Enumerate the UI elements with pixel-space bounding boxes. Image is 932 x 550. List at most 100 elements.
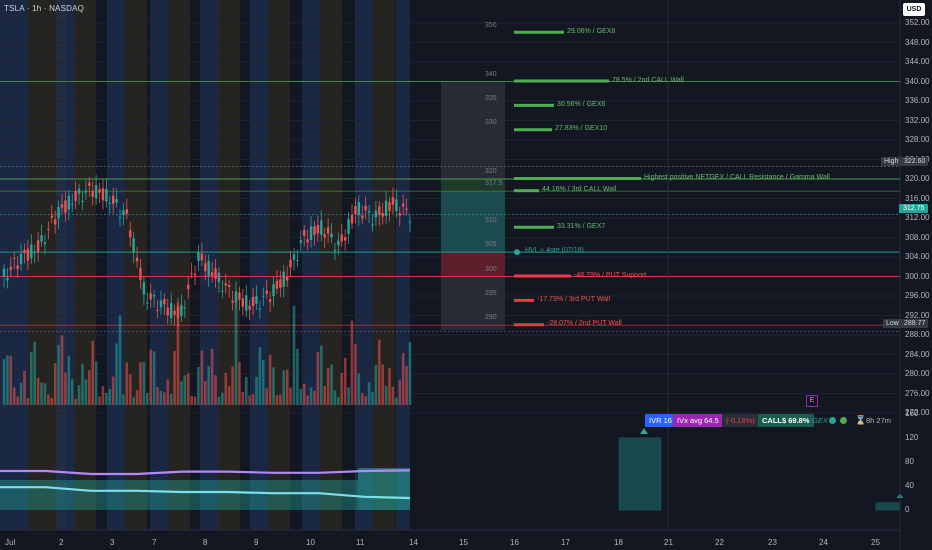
candle-body — [313, 226, 316, 235]
volume-bar — [238, 362, 241, 405]
volume-bar — [60, 335, 64, 405]
candle-body — [91, 190, 94, 197]
strike-label: 340 — [485, 70, 497, 78]
candle-body — [381, 212, 384, 217]
candle-body — [146, 302, 149, 304]
candle-body — [265, 290, 268, 295]
gex-level-label: -17.79% / 3rd PUT Wall — [537, 295, 611, 303]
candle-body — [401, 203, 405, 207]
candle-body — [350, 214, 354, 224]
currency-button[interactable]: USD — [903, 3, 925, 16]
price-tick: 296.00 — [905, 291, 930, 300]
call-zone — [441, 179, 505, 192]
symbol-title[interactable]: TSLA · 1h · NASDAQ — [4, 4, 85, 13]
gex-level-label: 44.16% / 3rd CALL Wall — [542, 186, 617, 194]
time-tick: 17 — [561, 538, 570, 547]
volume-bar — [200, 350, 204, 405]
price-tick: 344.00 — [905, 57, 930, 66]
osc-area — [358, 468, 410, 510]
candle-body — [98, 189, 101, 193]
strike-label: 350 — [485, 21, 497, 29]
time-tick: 22 — [715, 538, 724, 547]
time-tick: 11 — [356, 538, 365, 547]
session-band — [56, 0, 74, 530]
volume-bar — [47, 394, 50, 405]
price-tick: 352.00 — [905, 18, 930, 27]
candle-body — [292, 253, 296, 260]
volume-bar — [67, 355, 71, 405]
candle-body — [227, 285, 231, 288]
candle-body — [111, 195, 115, 204]
volume-bar — [279, 394, 282, 405]
strike-label: 295 — [485, 289, 497, 297]
gex-level-label: 27.83% / GEX10 — [555, 125, 608, 133]
volume-bar — [16, 396, 19, 405]
candle-body — [364, 205, 367, 211]
volume-bar — [183, 375, 187, 405]
candle-body — [320, 220, 323, 235]
candle-body — [135, 257, 139, 262]
candle-body — [241, 298, 245, 307]
volume-bar — [57, 344, 60, 405]
earnings-event-marker[interactable]: E — [806, 395, 818, 407]
volume-bar — [173, 351, 176, 405]
candle-body — [115, 199, 118, 203]
candle-body — [268, 299, 272, 302]
candle-body — [343, 237, 347, 241]
gex-level-label: Highest positive NETGEX / CALL Resistanc… — [644, 174, 830, 181]
gex-bar — [514, 177, 641, 180]
candle-body — [299, 240, 303, 243]
volume-bar — [180, 381, 183, 405]
gex-level-label: 33.31% / GEX7 — [557, 222, 606, 230]
price-tick: 336.00 — [905, 96, 930, 105]
high-price-tag: 322.60 — [901, 157, 929, 166]
volume-bar — [265, 388, 269, 405]
hvl-dot-icon — [514, 249, 520, 256]
session-band — [320, 0, 342, 530]
candle-body — [234, 291, 238, 303]
gex-level-label: 29.06% / GEX8 — [567, 27, 616, 35]
change-badge: (-0.18%) — [722, 414, 759, 427]
volume-bar — [81, 363, 84, 405]
candle-body — [197, 252, 200, 261]
candle-body — [303, 230, 306, 236]
candle-body — [289, 259, 292, 268]
volume-bar — [176, 302, 180, 405]
candle-body — [214, 268, 217, 279]
candle-body — [60, 204, 64, 208]
candle-body — [323, 234, 326, 238]
candle-body — [309, 226, 313, 240]
candle-body — [187, 284, 190, 290]
volume-bar — [40, 382, 43, 405]
price-tick: 276.00 — [905, 388, 930, 398]
volume-bar — [292, 305, 296, 405]
candle-body — [40, 235, 43, 242]
volume-bar — [84, 379, 88, 405]
volume-bar — [149, 349, 153, 405]
forecast-box — [875, 502, 901, 511]
candle-body — [53, 219, 57, 225]
candle-body — [125, 209, 129, 214]
time-tick: 25 — [871, 538, 880, 547]
candle-body — [255, 296, 258, 304]
osc-tick: 160 — [905, 409, 919, 418]
candle-body — [384, 200, 388, 216]
price-tick: 332.00 — [905, 115, 930, 125]
volume-bar — [36, 378, 40, 405]
volume-bar — [357, 373, 361, 405]
candle-body — [391, 197, 395, 205]
time-tick: 8 — [203, 538, 208, 547]
candle-body — [156, 309, 159, 311]
candle-body — [279, 279, 282, 288]
volume-bar — [401, 352, 405, 405]
candle-body — [105, 188, 108, 202]
gex-bar — [514, 298, 534, 302]
candle-body — [282, 271, 285, 287]
osc-tick: 40 — [905, 481, 914, 490]
volume-bar — [190, 396, 193, 405]
candle-body — [166, 307, 169, 316]
volume-bar — [12, 387, 16, 405]
volume-bar — [360, 392, 364, 405]
volume-bar — [203, 381, 207, 405]
